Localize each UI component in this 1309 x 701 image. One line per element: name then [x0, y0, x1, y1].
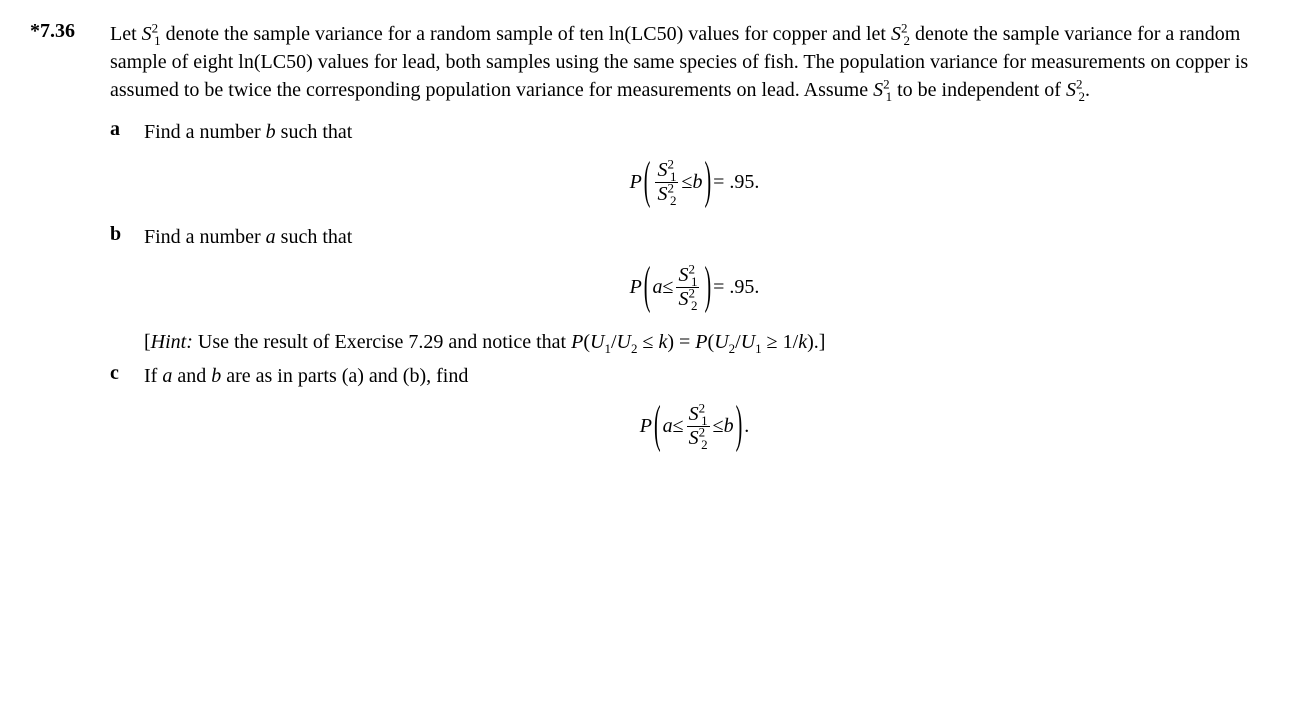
equation-math: P ( a ≤ S21S22 ) = .95. [630, 265, 760, 310]
part-b-hint: [Hint: Use the result of Exercise 7.29 a… [144, 328, 1279, 356]
part-c-equation: P ( a ≤ S21S22 ≤ b ). [110, 404, 1279, 449]
part-a-label: a [110, 118, 144, 141]
part-c-text: If a and b are as in parts (a) and (b), … [144, 362, 1279, 390]
part-b-text: Find a number a such that [144, 223, 1279, 251]
part-a: a Find a number b such that [110, 118, 1279, 146]
problem-intro: Let S21 denote the sample variance for a… [110, 20, 1279, 104]
part-b: b Find a number a such that [110, 223, 1279, 251]
part-a-equation: P ( S21S22 ≤ b ) = .95. [110, 160, 1279, 205]
part-a-text: Find a number b such that [144, 118, 1279, 146]
equation-math: P ( a ≤ S21S22 ≤ b ). [640, 404, 750, 449]
part-c-label: c [110, 362, 144, 385]
problem-number: *7.36 [30, 20, 110, 43]
part-c: c If a and b are as in parts (a) and (b)… [110, 362, 1279, 390]
part-b-label: b [110, 223, 144, 246]
equation-math: P ( S21S22 ≤ b ) = .95. [630, 160, 760, 205]
problem: *7.36 Let S21 denote the sample variance… [30, 20, 1279, 467]
problem-body: Let S21 denote the sample variance for a… [110, 20, 1279, 467]
part-b-equation: P ( a ≤ S21S22 ) = .95. [110, 265, 1279, 310]
